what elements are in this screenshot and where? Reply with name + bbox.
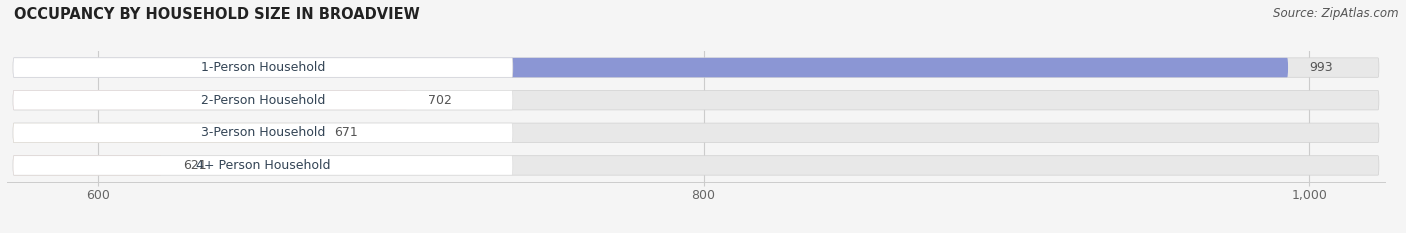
FancyBboxPatch shape xyxy=(13,156,513,175)
FancyBboxPatch shape xyxy=(13,90,406,110)
Text: 1-Person Household: 1-Person Household xyxy=(201,61,325,74)
Text: OCCUPANCY BY HOUSEHOLD SIZE IN BROADVIEW: OCCUPANCY BY HOUSEHOLD SIZE IN BROADVIEW xyxy=(14,7,420,22)
FancyBboxPatch shape xyxy=(13,90,1379,110)
Text: 993: 993 xyxy=(1309,61,1333,74)
Text: 3-Person Household: 3-Person Household xyxy=(201,126,325,139)
FancyBboxPatch shape xyxy=(13,58,513,77)
Text: 671: 671 xyxy=(335,126,359,139)
FancyBboxPatch shape xyxy=(13,156,1379,175)
FancyBboxPatch shape xyxy=(13,123,314,143)
Text: Source: ZipAtlas.com: Source: ZipAtlas.com xyxy=(1274,7,1399,20)
Text: 702: 702 xyxy=(427,94,451,107)
FancyBboxPatch shape xyxy=(13,58,1379,77)
FancyBboxPatch shape xyxy=(13,123,513,143)
FancyBboxPatch shape xyxy=(13,58,1288,77)
Text: 4+ Person Household: 4+ Person Household xyxy=(195,159,330,172)
Text: 2-Person Household: 2-Person Household xyxy=(201,94,325,107)
FancyBboxPatch shape xyxy=(13,90,513,110)
Text: 621: 621 xyxy=(183,159,207,172)
FancyBboxPatch shape xyxy=(13,123,1379,143)
FancyBboxPatch shape xyxy=(13,156,162,175)
